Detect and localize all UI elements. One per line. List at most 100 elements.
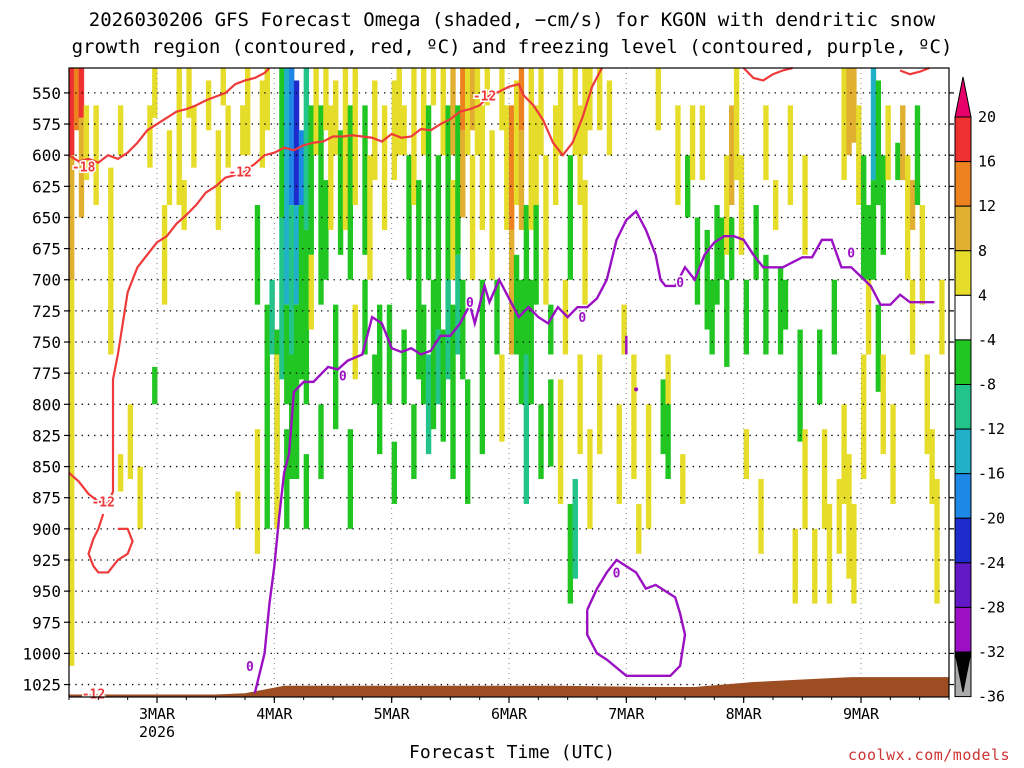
colorbar-segment [954,339,972,385]
omega-cell [587,429,593,529]
omega-cell [117,105,124,156]
omega-cell [455,254,461,355]
omega-cell [909,180,916,230]
colorbar-bottom-arrow [954,651,972,693]
omega-cell [205,80,212,131]
omega-cell [293,80,300,206]
y-tick-label: 875 [32,489,61,508]
colorbar-segment [954,384,972,430]
terrain-ground [69,677,949,697]
omega-cell [636,503,642,554]
omega-cell [567,155,574,280]
colorbar-top-arrow [954,76,972,118]
colorbar-segment [954,473,972,519]
colorbar-segment [954,428,972,475]
omega-cell [763,254,769,355]
omega-cell [377,304,383,455]
omega-cell [137,466,143,529]
omega-cell [885,105,891,181]
colorbar-label: -16 [978,465,1005,483]
omega-cell [557,379,564,504]
omega-cell [386,304,393,405]
source-credit: coolwx.com/models [847,746,1010,764]
omega-cell [631,354,637,480]
omega-cell [865,279,872,355]
omega-cell [582,180,588,305]
x-tick-label: 9MAR [843,705,880,723]
omega-cell [836,479,842,554]
colorbar-segment [954,562,972,608]
omega-shading-layer [69,68,945,666]
omega-cell [856,105,862,206]
x-tick-label: 5MAR [374,705,411,723]
axis-layer: 550 575 600 625 650 675 700 725 750 775 800 825 850 8… [22,67,954,741]
y-tick-label: 650 [32,208,61,227]
omega-cell [523,205,530,355]
omega-cell [381,105,388,230]
x-tick-label: 7MAR [608,705,645,723]
omega-cell [851,503,857,604]
omega-cell [328,105,334,230]
omega-cell [797,329,803,442]
colorbar-label: -24 [978,554,1005,572]
omega-cell [518,130,525,230]
omega-cell [333,304,339,430]
dgz-contour [68,67,271,164]
freezing-contour-label: 0 [578,311,586,326]
omega-cell [416,180,422,380]
omega-cell [528,279,534,405]
x-axis-label: Forecast Time (UTC) [409,742,615,763]
dgz-contour-label: -12 [91,495,114,510]
colorbar-label: -28 [978,598,1005,616]
omega-cell [499,68,505,131]
omega-cell [460,130,466,218]
dgz-contour [68,172,241,506]
omega-cell [254,205,261,305]
colorbar-label: 20 [978,108,996,126]
omega-cell [318,105,324,305]
omega-cell [440,68,446,156]
omega-cell [259,80,266,168]
y-tick-label: 550 [32,84,61,103]
omega-cell [69,279,75,567]
omega-cell [782,279,789,330]
omega-cell [479,279,486,455]
omega-cell [513,254,520,355]
y-tick-label: 625 [32,177,61,196]
omega-cell [337,130,344,255]
omega-cell [821,429,828,529]
omega-cell [161,205,168,305]
omega-cell [831,279,838,355]
omega-cell [235,491,241,529]
omega-cell [787,105,794,206]
omega-cell [875,304,882,392]
omega-cell [812,528,818,604]
omega-cell [117,454,124,492]
omega-cell [445,105,451,280]
omega-cell [367,155,373,280]
colorbar-label: 4 [978,286,987,304]
omega-cell [215,130,222,230]
omega-cell [450,304,456,480]
contour-label-layer: -12 -12 -18 -12 -12 0 0 0 0 0 0 0 [70,88,856,704]
freezing-contour-label: 0 [466,296,474,311]
omega-cell [846,68,852,156]
omega-cell [73,68,80,131]
omega-cell [802,155,808,255]
omega-cell [391,441,398,504]
omega-cell [191,105,197,168]
omega-cell [284,429,290,529]
omega-cell [733,68,740,181]
omega-cell [460,68,466,131]
omega-cell [724,279,730,367]
y-tick-label: 900 [32,520,61,539]
omega-cell [254,429,261,554]
omega-cell [289,68,295,206]
omega-cell [616,404,622,504]
colorbar-label: 12 [978,197,996,215]
omega-cell [689,105,696,181]
omega-cell [773,180,779,230]
omega-cell [176,68,182,206]
